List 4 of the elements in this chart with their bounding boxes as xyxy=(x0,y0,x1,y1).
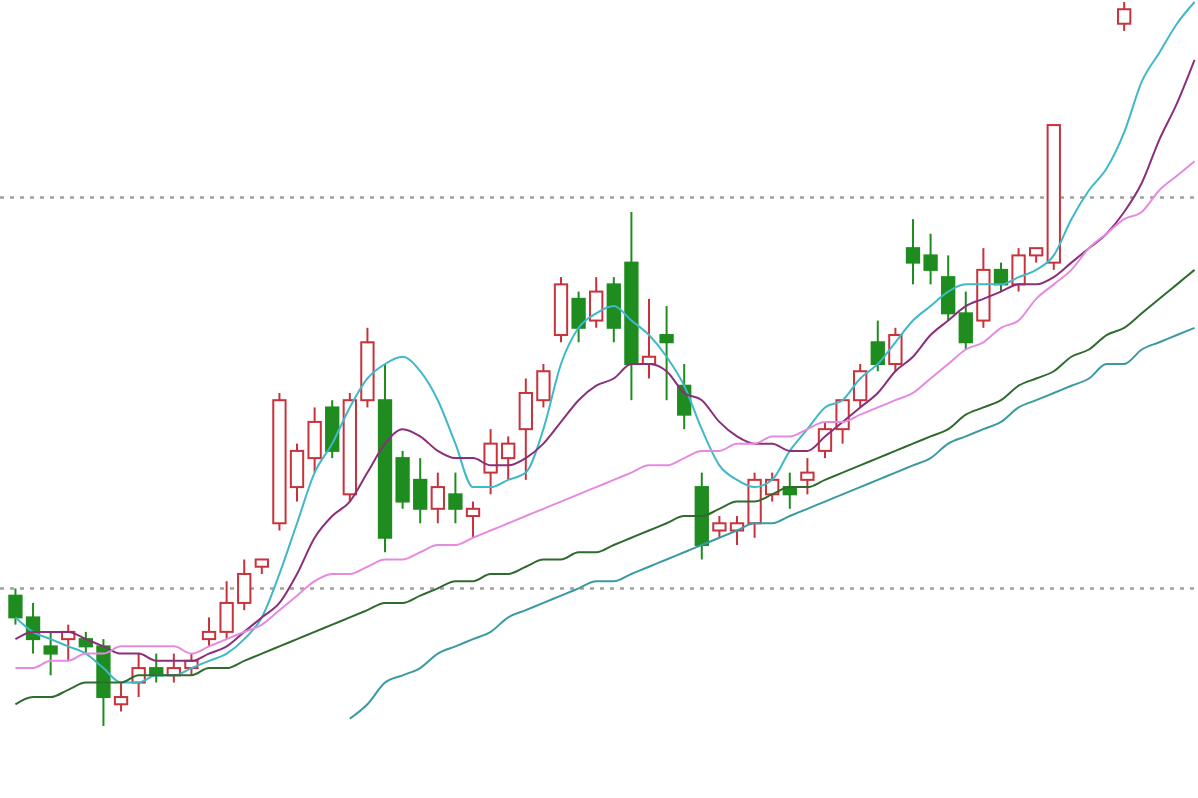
candlestick xyxy=(430,471,445,525)
candlestick xyxy=(694,471,709,561)
candlestick xyxy=(659,305,674,402)
candlestick xyxy=(448,471,463,525)
